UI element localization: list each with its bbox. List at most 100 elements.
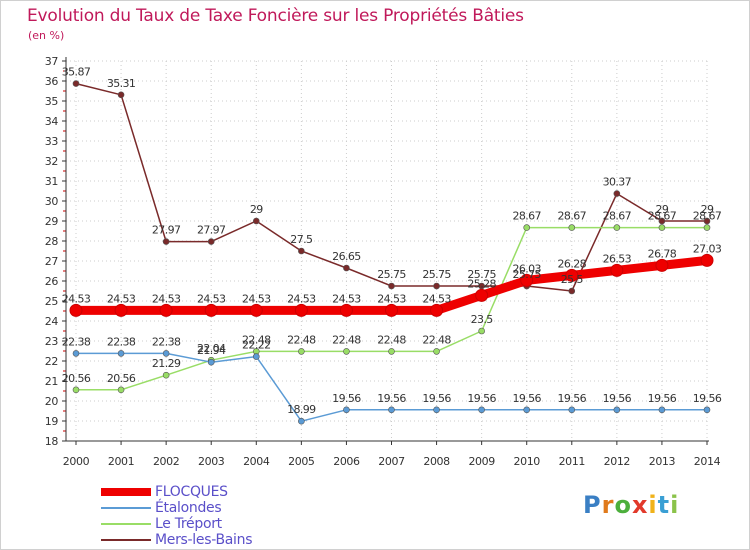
- x-tick-label: 2009: [468, 455, 495, 468]
- data-label: 24.53: [62, 292, 91, 305]
- data-label: 28.67: [648, 210, 677, 223]
- x-tick-label: 2004: [243, 455, 270, 468]
- chart-unit-label: (en %): [28, 29, 65, 42]
- data-label: 25.75: [512, 268, 541, 281]
- data-label: 26.53: [603, 252, 632, 265]
- data-point: [610, 263, 624, 277]
- data-point: [568, 224, 576, 231]
- x-tick-label: 2001: [108, 455, 134, 468]
- data-point: [568, 287, 576, 295]
- data-label: 20.56: [107, 372, 136, 385]
- data-point: [339, 303, 353, 317]
- data-label: 28.67: [693, 210, 722, 223]
- y-tick-label: 37: [45, 55, 59, 68]
- data-point: [252, 217, 260, 225]
- y-tick-label: 32: [45, 155, 58, 168]
- logo-letter: o: [614, 491, 632, 519]
- data-label: 27.97: [197, 224, 226, 237]
- data-point: [433, 348, 440, 355]
- data-point: [162, 371, 170, 379]
- legend-swatch: [101, 488, 151, 496]
- x-tick-label: 2014: [694, 455, 721, 468]
- data-label: 24.53: [422, 292, 451, 305]
- y-tick-label: 26: [45, 275, 59, 288]
- x-tick-label: 2007: [378, 455, 405, 468]
- logo-letter: i: [670, 491, 680, 519]
- data-label: 23.5: [471, 313, 494, 326]
- series-layer: [69, 80, 714, 425]
- data-label: 35.31: [107, 77, 136, 90]
- data-point: [703, 406, 711, 414]
- data-point: [700, 253, 714, 267]
- data-label: 19.56: [558, 392, 587, 405]
- data-point: [655, 258, 669, 272]
- y-tick-label: 24: [45, 315, 59, 328]
- data-label: 22.38: [62, 335, 91, 348]
- data-point: [252, 353, 260, 360]
- data-label: 22.48: [287, 333, 316, 346]
- data-label: 27.5: [290, 233, 313, 246]
- data-label: 27.03: [693, 242, 722, 255]
- data-point: [72, 386, 80, 394]
- data-label: 22.38: [107, 335, 136, 348]
- x-tick-label: 2006: [333, 455, 360, 468]
- y-tick-label: 21: [45, 375, 58, 388]
- data-point: [478, 327, 485, 335]
- data-label: 22.48: [377, 333, 406, 346]
- data-label: 25.28: [467, 277, 496, 290]
- data-label: 29: [656, 203, 669, 216]
- x-tick-label: 2013: [649, 455, 676, 468]
- legend-swatch: [101, 523, 151, 525]
- legend-swatch: [101, 539, 151, 541]
- legend-label: Le Tréport: [155, 516, 222, 532]
- y-tick-label: 30: [45, 195, 59, 208]
- data-label: 20.56: [62, 372, 91, 385]
- data-point: [162, 350, 170, 357]
- data-point: [478, 406, 485, 414]
- legend-swatch: [101, 507, 151, 509]
- data-label: 27.97: [152, 224, 181, 237]
- data-point: [69, 303, 83, 317]
- data-point: [207, 358, 215, 366]
- data-point: [207, 238, 215, 245]
- data-point: [249, 303, 263, 317]
- data-label: 24.53: [107, 292, 136, 305]
- x-tick-label: 2003: [198, 455, 225, 468]
- data-point: [433, 406, 440, 414]
- proxiti-logo: Proxiti: [583, 491, 679, 519]
- data-label: 26.03: [512, 262, 541, 275]
- data-label: 19.56: [332, 392, 361, 405]
- data-point: [523, 224, 531, 231]
- y-tick-label: 29: [45, 215, 59, 228]
- y-tick-label: 31: [45, 175, 58, 188]
- logo-letter: r: [601, 491, 615, 519]
- data-point: [703, 224, 711, 231]
- data-point: [204, 303, 218, 317]
- data-label: 19.56: [377, 392, 406, 405]
- data-point: [298, 247, 305, 255]
- data-point: [433, 282, 440, 290]
- y-tick-label: 27: [45, 255, 59, 268]
- logo-letter: t: [657, 491, 671, 519]
- data-label: 28.67: [512, 210, 541, 223]
- data-label: 19.56: [648, 392, 677, 405]
- data-point: [117, 91, 125, 99]
- data-point: [117, 386, 125, 394]
- data-point: [565, 268, 579, 282]
- data-label: 25.75: [377, 268, 406, 281]
- data-point: [114, 303, 128, 317]
- y-tick-label: 22: [45, 355, 58, 368]
- y-tick-label: 28: [45, 235, 59, 248]
- data-label: 22.48: [332, 333, 361, 346]
- data-point: [388, 406, 395, 414]
- data-label: 21.29: [152, 357, 181, 370]
- data-point: [343, 406, 350, 414]
- data-label: 22.22: [242, 339, 271, 352]
- legend-item: Le Tréport: [101, 516, 321, 532]
- data-label: 24.53: [332, 292, 361, 305]
- data-label: 24.53: [377, 292, 406, 305]
- data-label: 18.99: [287, 403, 316, 416]
- data-point: [117, 350, 125, 357]
- x-tick-label: 2011: [559, 455, 585, 468]
